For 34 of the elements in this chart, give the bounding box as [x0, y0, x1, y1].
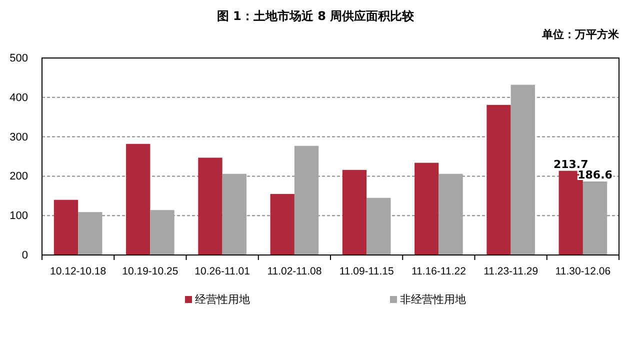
bar — [510, 84, 535, 255]
bar — [54, 200, 78, 255]
bar — [198, 158, 222, 255]
chart-title: 图 1：土地市场近 8 周供应面积比较 — [216, 9, 416, 23]
y-tick-label: 200 — [10, 170, 28, 183]
y-tick-label: 0 — [22, 250, 28, 262]
bar — [150, 210, 174, 255]
bar — [438, 174, 463, 255]
legend-label: 经营性用地 — [195, 293, 250, 306]
x-tick-label: 11.23-11.29 — [484, 265, 538, 278]
x-tick-label: 11.16-11.22 — [411, 265, 466, 278]
x-tick-label: 11.02-11.08 — [267, 265, 322, 278]
bar — [222, 174, 246, 255]
y-tick-label: 100 — [10, 210, 28, 222]
y-tick-label: 300 — [10, 131, 28, 144]
text: 单位：万平方米 — [541, 28, 620, 41]
bar — [366, 198, 391, 255]
data-label: 213.7 — [553, 158, 588, 171]
x-tick-label: 10.19-10.25 — [122, 265, 178, 278]
bar — [78, 212, 102, 255]
bar — [270, 194, 294, 255]
bar — [294, 146, 319, 255]
bar — [582, 181, 608, 255]
bar — [342, 170, 367, 255]
x-tick-label: 11.30-12.06 — [555, 265, 611, 278]
y-tick-label: 500 — [10, 52, 28, 65]
bar — [414, 162, 439, 255]
bar — [126, 144, 150, 255]
bar — [486, 104, 511, 255]
legend-label: 非经营性用地 — [400, 293, 466, 306]
x-tick-label: 10.26-11.01 — [194, 265, 250, 278]
x-tick-label: 10.12-10.18 — [50, 265, 106, 278]
y-tick-label: 400 — [10, 92, 28, 104]
x-tick-label: 11.09-11.15 — [339, 265, 394, 278]
